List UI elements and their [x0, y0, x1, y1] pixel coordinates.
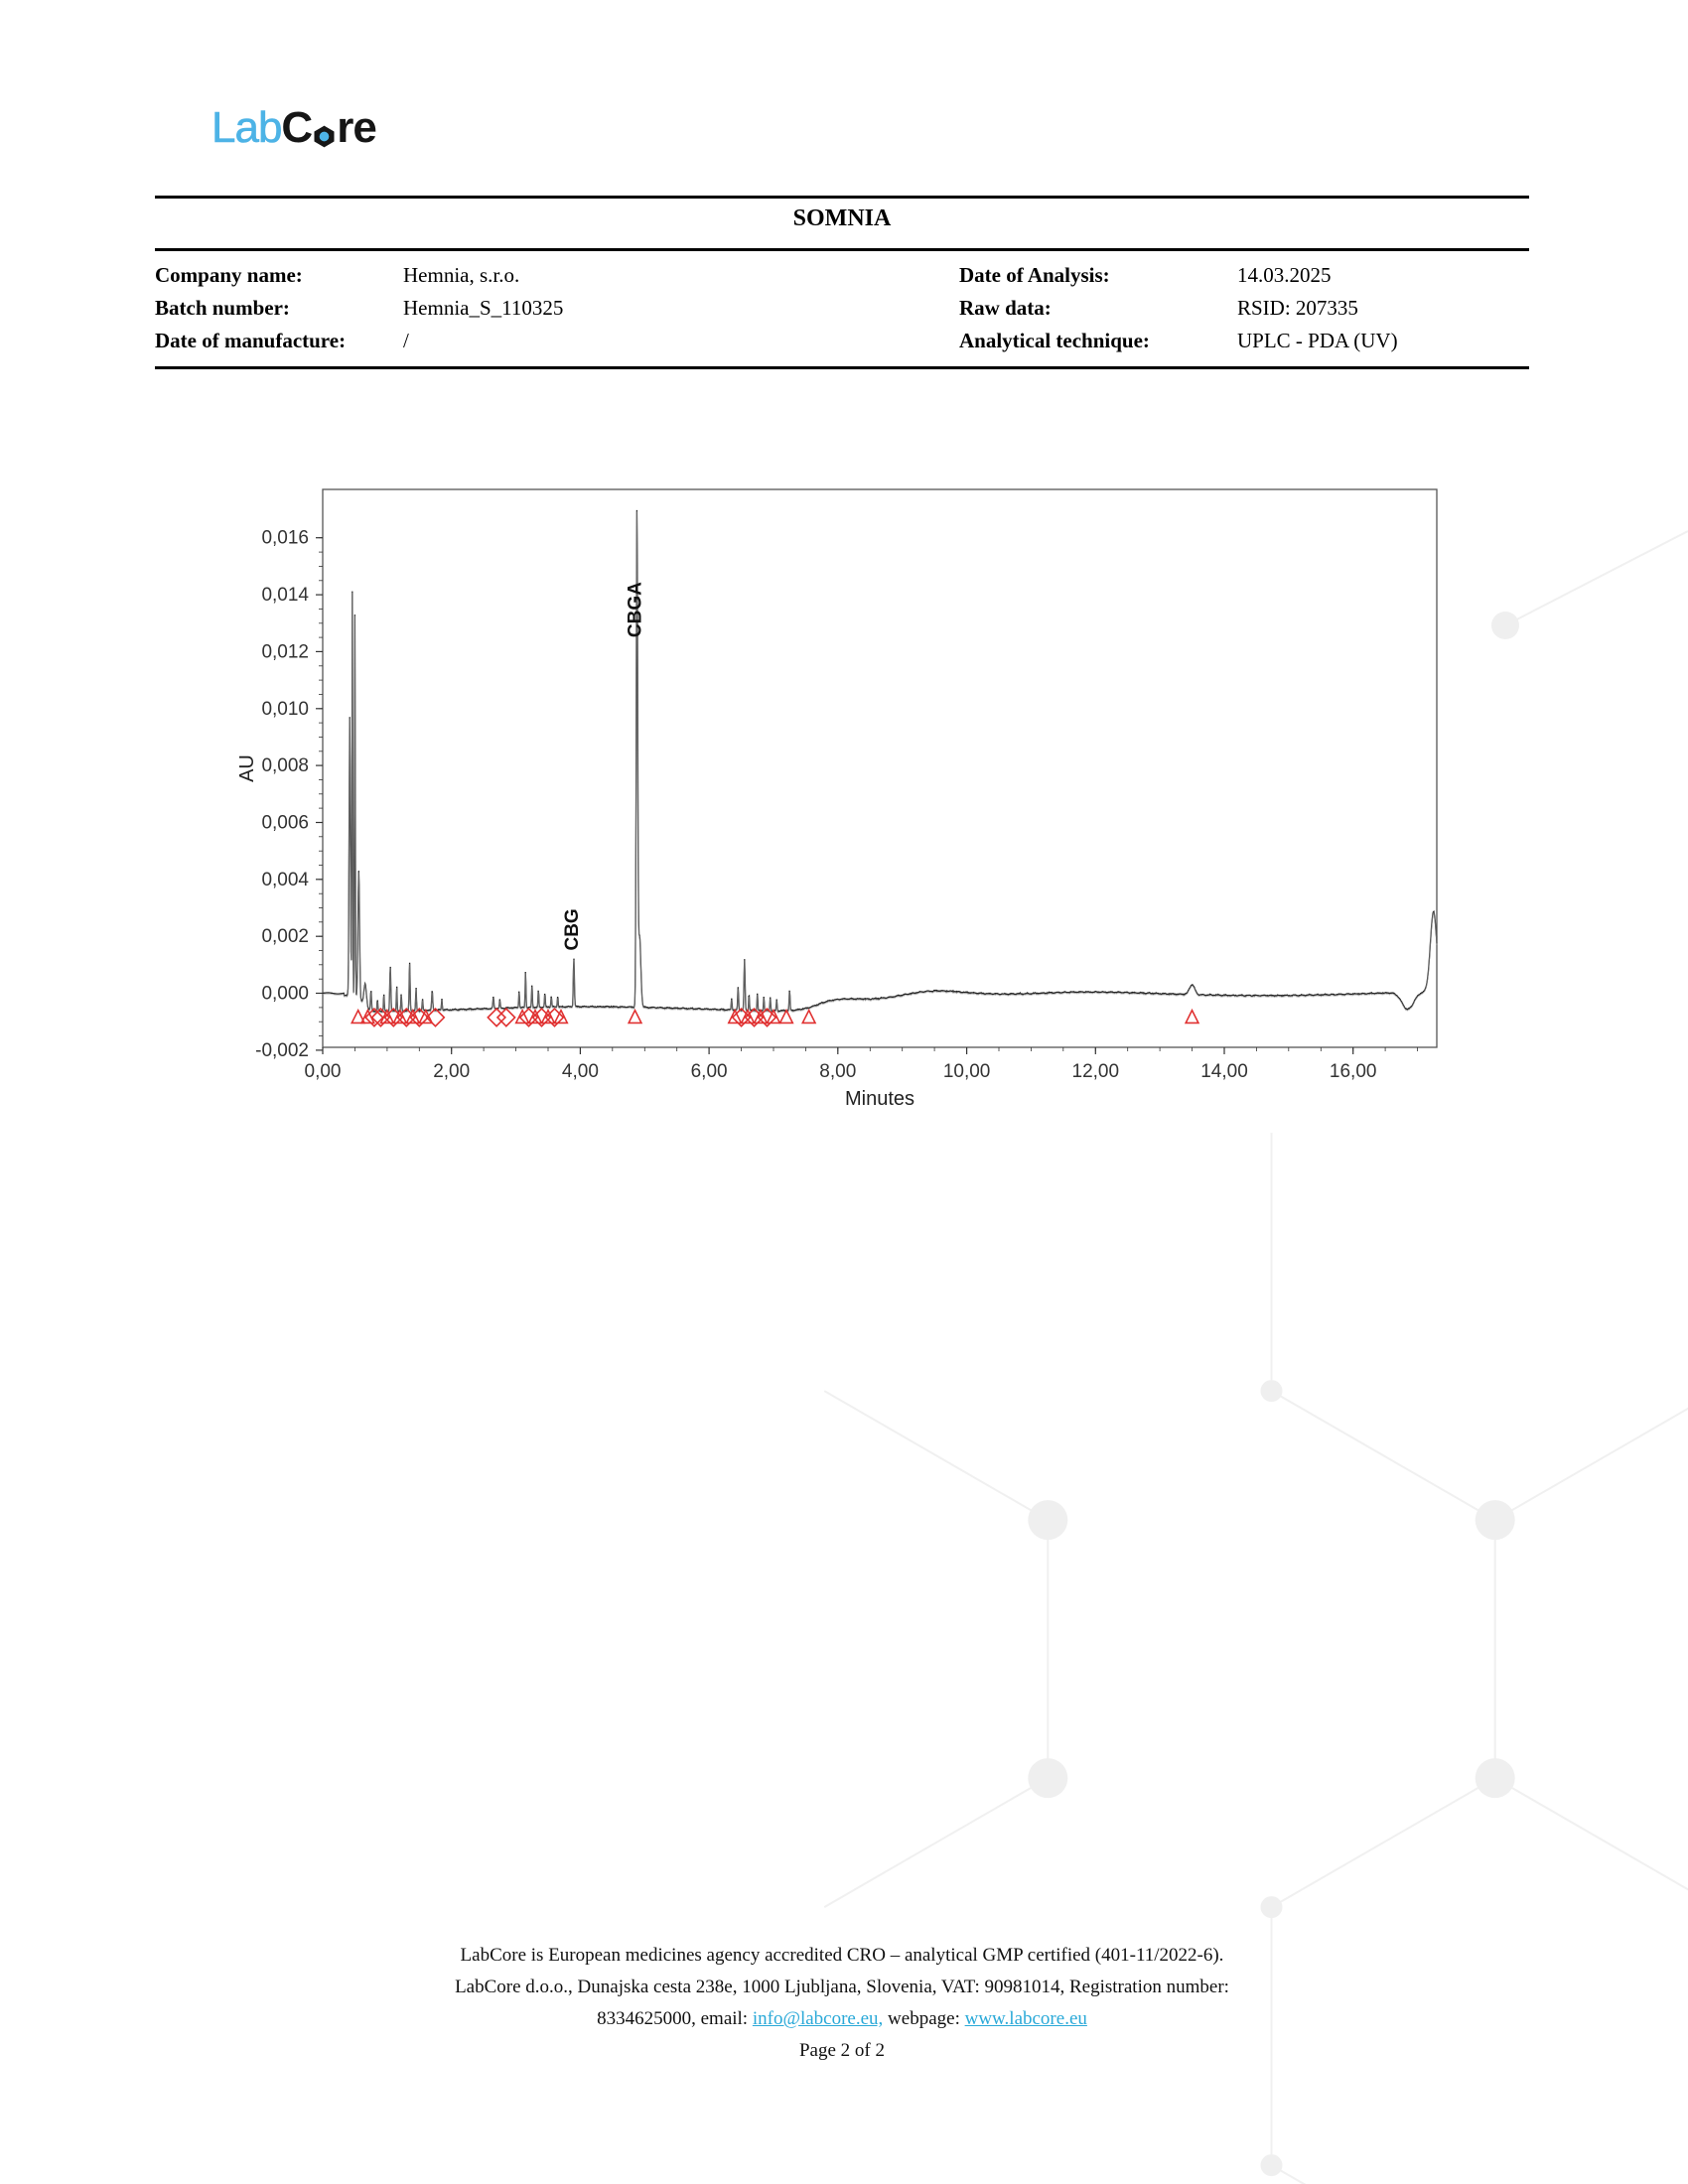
svg-text:-0,002: -0,002: [255, 1040, 309, 1061]
svg-text:0,006: 0,006: [261, 813, 309, 834]
svg-text:10,00: 10,00: [943, 1061, 991, 1082]
svg-text:8,00: 8,00: [819, 1061, 856, 1082]
svg-text:12,00: 12,00: [1072, 1061, 1120, 1082]
svg-text:2,00: 2,00: [433, 1061, 470, 1082]
svg-text:AU: AU: [236, 754, 258, 782]
svg-text:CBGA: CBGA: [626, 582, 646, 637]
svg-text:Minutes: Minutes: [845, 1088, 914, 1110]
svg-text:0,010: 0,010: [261, 699, 309, 720]
svg-text:0,002: 0,002: [261, 926, 309, 947]
svg-text:0,00: 0,00: [305, 1061, 342, 1082]
svg-text:6,00: 6,00: [691, 1061, 728, 1082]
svg-text:0,014: 0,014: [261, 585, 309, 606]
svg-text:0,004: 0,004: [261, 870, 309, 890]
svg-text:0,016: 0,016: [261, 528, 309, 549]
svg-text:0,000: 0,000: [261, 984, 309, 1005]
svg-text:16,00: 16,00: [1330, 1061, 1377, 1082]
svg-text:4,00: 4,00: [562, 1061, 599, 1082]
svg-text:0,012: 0,012: [261, 641, 309, 662]
svg-text:14,00: 14,00: [1200, 1061, 1248, 1082]
svg-text:0,008: 0,008: [261, 755, 309, 776]
svg-text:CBG: CBG: [562, 908, 583, 950]
